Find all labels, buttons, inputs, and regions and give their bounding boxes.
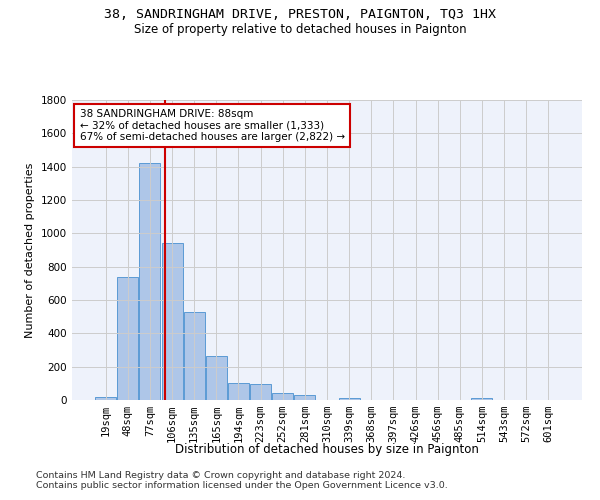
Bar [161,244,182,400]
Bar [338,398,359,400]
Text: 38 SANDRINGHAM DRIVE: 88sqm
← 32% of detached houses are smaller (1,333)
67% of : 38 SANDRINGHAM DRIVE: 88sqm ← 32% of det… [80,109,345,142]
Y-axis label: Number of detached properties: Number of detached properties [25,162,35,338]
Bar [118,276,139,400]
Bar [95,396,116,400]
Bar [184,312,205,400]
Bar [206,356,227,400]
Bar [250,384,271,400]
Text: Contains HM Land Registry data © Crown copyright and database right 2024.: Contains HM Land Registry data © Crown c… [36,471,406,480]
Text: Contains public sector information licensed under the Open Government Licence v3: Contains public sector information licen… [36,481,448,490]
Text: 38, SANDRINGHAM DRIVE, PRESTON, PAIGNTON, TQ3 1HX: 38, SANDRINGHAM DRIVE, PRESTON, PAIGNTON… [104,8,496,20]
Text: Distribution of detached houses by size in Paignton: Distribution of detached houses by size … [175,442,479,456]
Bar [228,382,249,400]
Bar [295,395,316,400]
Text: Size of property relative to detached houses in Paignton: Size of property relative to detached ho… [134,22,466,36]
Bar [472,398,493,400]
Bar [272,394,293,400]
Bar [139,164,160,400]
